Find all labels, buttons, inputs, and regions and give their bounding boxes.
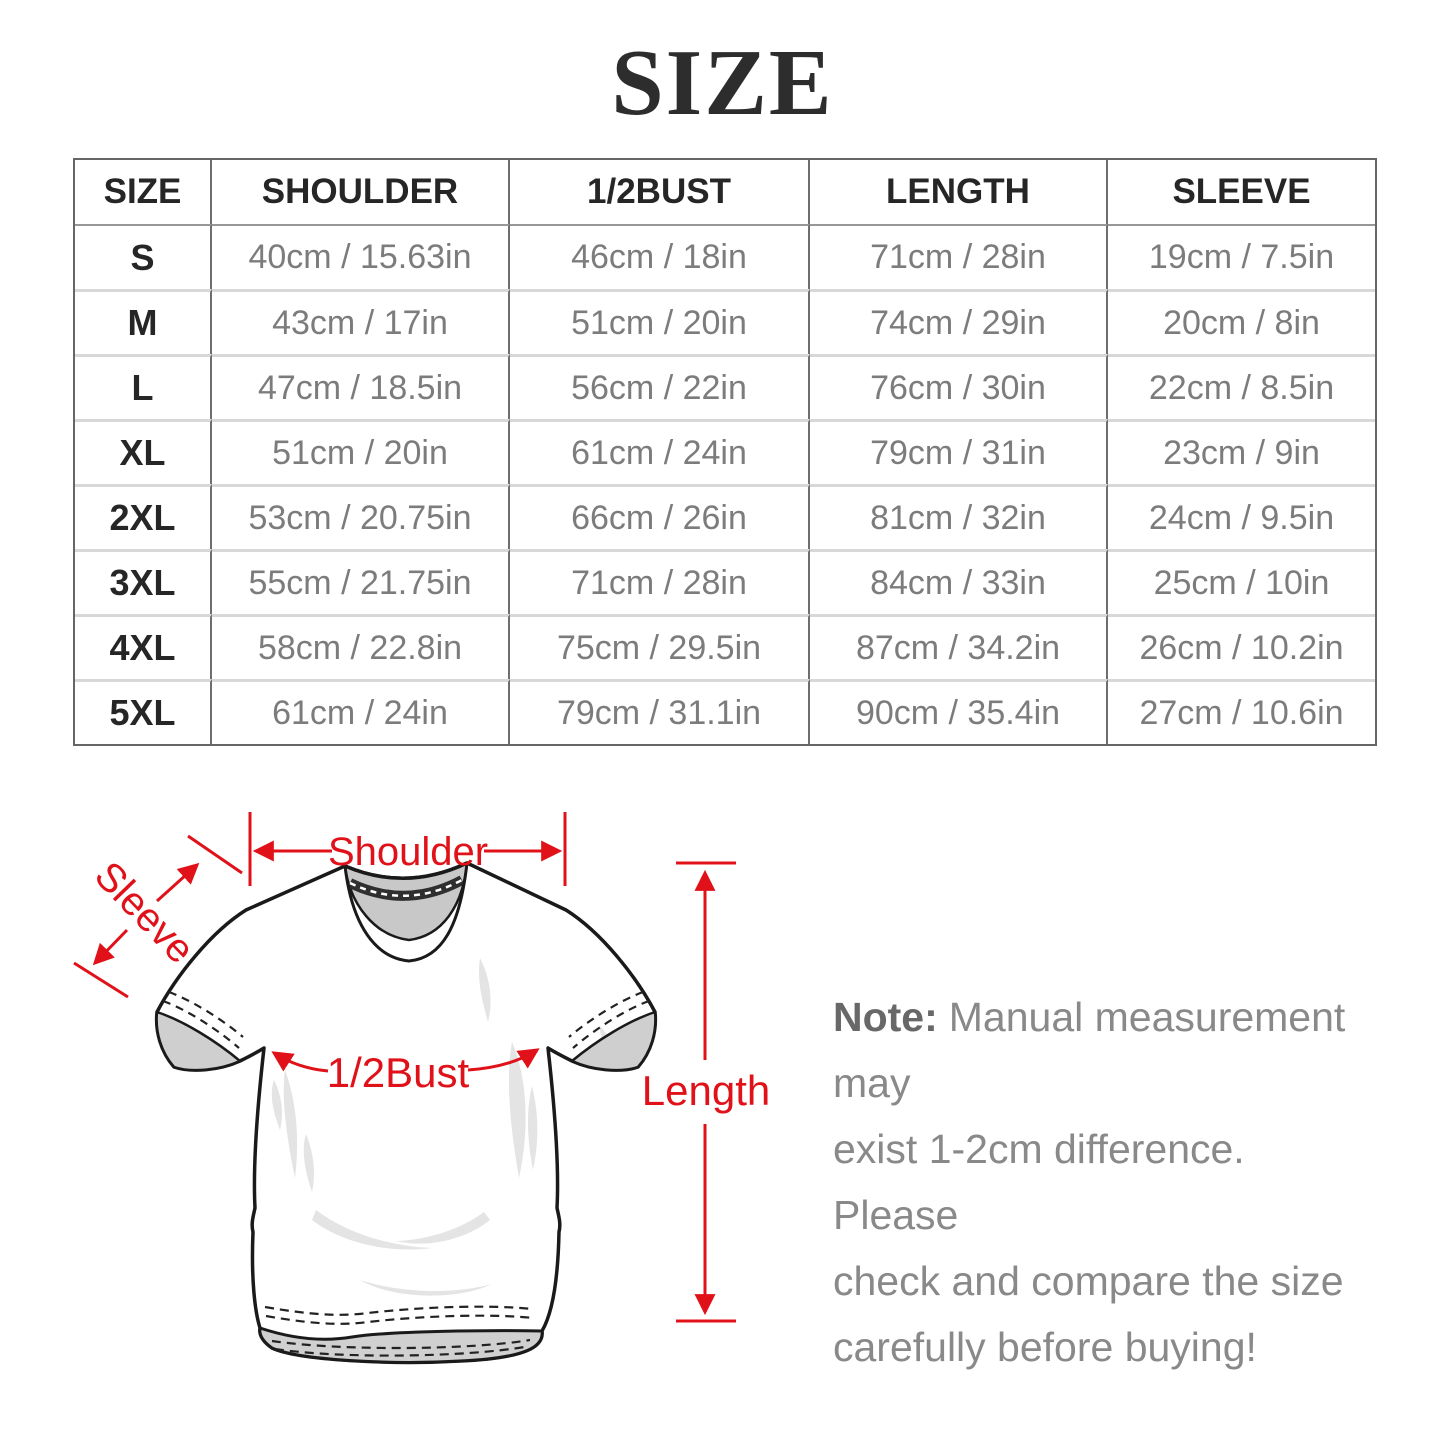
- collar: [343, 860, 469, 963]
- column-header-length: LENGTH: [810, 160, 1108, 224]
- size-label-cell: M: [75, 289, 212, 354]
- table-row: XL 51cm / 20in 61cm / 24in 79cm / 31in 2…: [75, 419, 1375, 484]
- column-header-bust: 1/2BUST: [510, 160, 810, 224]
- bust-arrow-right: [467, 1048, 540, 1072]
- table-row: M 43cm / 17in 51cm / 20in 74cm / 29in 20…: [75, 289, 1375, 354]
- measurement-cell: 76cm / 30in: [810, 354, 1108, 419]
- measurement-cell: 75cm / 29.5in: [510, 614, 810, 679]
- bust-annotation: 1/2Bust: [271, 1048, 540, 1096]
- measurement-cell: 23cm / 9in: [1108, 419, 1375, 484]
- table-row: 3XL 55cm / 21.75in 71cm / 28in 84cm / 33…: [75, 549, 1375, 614]
- table-header-row: SIZE SHOULDER 1/2BUST LENGTH SLEEVE: [75, 160, 1375, 224]
- sleeve-tick-upper: [187, 834, 243, 875]
- shoulder-label: Shoulder: [328, 830, 488, 874]
- note-text: Manual measurement may: [833, 994, 1346, 1106]
- page-title: SIZE: [611, 31, 834, 135]
- measurement-cell: 51cm / 20in: [510, 289, 810, 354]
- table-row: S 40cm / 15.63in 46cm / 18in 71cm / 28in…: [75, 224, 1375, 289]
- table-row: L 47cm / 18.5in 56cm / 22in 76cm / 30in …: [75, 354, 1375, 419]
- size-diagram: Shoulder Sleeve 1/2Bust Length: [73, 812, 770, 1365]
- size-label-cell: 4XL: [75, 614, 212, 679]
- measurement-cell: 19cm / 7.5in: [1108, 224, 1375, 289]
- measurement-cell: 79cm / 31.1in: [510, 679, 810, 744]
- size-label-cell: 2XL: [75, 484, 212, 549]
- right-cuff: [568, 990, 657, 1072]
- measurement-cell: 27cm / 10.6in: [1108, 679, 1375, 744]
- column-header-size: SIZE: [75, 160, 212, 224]
- measurement-cell: 53cm / 20.75in: [212, 484, 510, 549]
- length-annotation: Length: [642, 861, 770, 1323]
- measurement-cell: 84cm / 33in: [810, 549, 1108, 614]
- measurement-cell: 47cm / 18.5in: [212, 354, 510, 419]
- note-line: carefully before buying!: [833, 1324, 1257, 1370]
- measurement-cell: 40cm / 15.63in: [212, 224, 510, 289]
- measurement-note: Note: Manual measurement may exist 1-2cm …: [833, 984, 1373, 1380]
- sleeve-arrow-upper: [155, 862, 200, 903]
- measurement-cell: 61cm / 24in: [510, 419, 810, 484]
- size-label-cell: 5XL: [75, 679, 212, 744]
- measurement-cell: 81cm / 32in: [810, 484, 1108, 549]
- sleeve-tick-lower: [73, 961, 129, 999]
- measurement-cell: 46cm / 18in: [510, 224, 810, 289]
- measurement-cell: 56cm / 22in: [510, 354, 810, 419]
- size-label-cell: XL: [75, 419, 212, 484]
- shoulder-annotation: Shoulder: [248, 812, 567, 886]
- measurement-cell: 66cm / 26in: [510, 484, 810, 549]
- measurement-cell: 25cm / 10in: [1108, 549, 1375, 614]
- note-label: Note:: [833, 994, 938, 1040]
- measurement-cell: 87cm / 34.2in: [810, 614, 1108, 679]
- measurement-cell: 61cm / 24in: [212, 679, 510, 744]
- measurement-cell: 22cm / 8.5in: [1108, 354, 1375, 419]
- table-row: 2XL 53cm / 20.75in 66cm / 26in 81cm / 32…: [75, 484, 1375, 549]
- size-label-cell: S: [75, 224, 212, 289]
- measurement-cell: 24cm / 9.5in: [1108, 484, 1375, 549]
- bust-arrow-left: [271, 1051, 329, 1073]
- measurement-cell: 79cm / 31in: [810, 419, 1108, 484]
- sleeve-arrow-lower: [92, 928, 129, 966]
- measurement-cell: 26cm / 10.2in: [1108, 614, 1375, 679]
- column-header-sleeve: SLEEVE: [1172, 172, 1311, 211]
- measurement-cell: 74cm / 29in: [810, 289, 1108, 354]
- measurement-cell: 20cm / 8in: [1108, 289, 1375, 354]
- measurement-cell: 58cm / 22.8in: [212, 614, 510, 679]
- note-line: Note: Manual measurement may: [833, 984, 1373, 1116]
- measurement-cell: 43cm / 17in: [212, 289, 510, 354]
- size-label-cell: L: [75, 354, 212, 419]
- note-line: check and compare the size: [833, 1258, 1344, 1304]
- bottom-hem: [258, 1305, 544, 1364]
- tshirt-illustration: [154, 860, 658, 1365]
- length-label: Length: [642, 1067, 770, 1114]
- table-row: 5XL 61cm / 24in 79cm / 31.1in 90cm / 35.…: [75, 679, 1375, 744]
- table-row: 4XL 58cm / 22.8in 75cm / 29.5in 87cm / 3…: [75, 614, 1375, 679]
- measurement-cell: 71cm / 28in: [810, 224, 1108, 289]
- measurement-cell: 51cm / 20in: [212, 419, 510, 484]
- measurement-cell: 90cm / 35.4in: [810, 679, 1108, 744]
- column-header-shoulder: SHOULDER: [212, 160, 510, 224]
- measurement-cell: 71cm / 28in: [510, 549, 810, 614]
- size-label-cell: 3XL: [75, 549, 212, 614]
- size-table: SIZE SHOULDER 1/2BUST LENGTH SLEEVE S 40…: [73, 158, 1377, 746]
- left-cuff: [155, 990, 244, 1072]
- bust-label: 1/2Bust: [327, 1049, 470, 1096]
- measurement-cell: 55cm / 21.75in: [212, 549, 510, 614]
- note-line: exist 1-2cm difference. Please: [833, 1126, 1245, 1238]
